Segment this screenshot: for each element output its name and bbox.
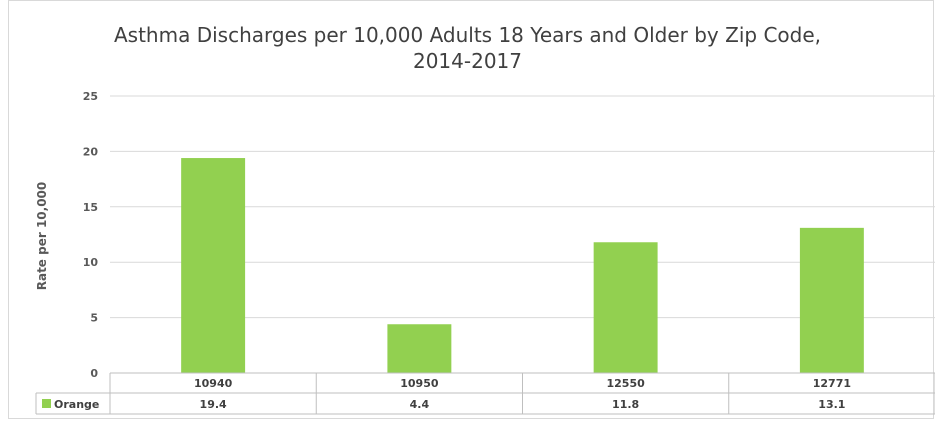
chart-title: Asthma Discharges per 10,000 Adults 18 Y… <box>0 22 935 74</box>
bars <box>181 158 864 373</box>
y-tick-label: 5 <box>90 312 98 325</box>
y-tick-label: 20 <box>83 145 99 158</box>
x-tick-label: 12550 <box>606 377 645 390</box>
chart-title-line-2: 2014-2017 <box>412 49 522 73</box>
data-table-value: 11.8 <box>612 398 639 411</box>
chart-title-line-1: Asthma Discharges per 10,000 Adults 18 Y… <box>113 23 821 47</box>
y-tick-label: 0 <box>90 367 98 380</box>
data-table: 10940 19.4 10950 4.4 12550 11.8 12771 13.1 Orang… <box>35 372 935 415</box>
bar <box>593 242 658 373</box>
bar <box>181 158 246 373</box>
x-tick-label: 10940 <box>194 377 233 390</box>
data-table-value: 13.1 <box>818 398 845 411</box>
bar <box>387 324 452 373</box>
data-table-value: 4.4 <box>410 398 430 411</box>
y-tick-label: 25 <box>83 90 98 103</box>
y-axis-label: Rate per 10,000 <box>35 182 49 291</box>
bar <box>799 227 864 373</box>
y-axis-ticks: 0 5 10 15 20 25 <box>83 90 99 380</box>
data-table-value: 19.4 <box>200 398 227 411</box>
y-tick-label: 10 <box>83 256 99 269</box>
y-tick-label: 15 <box>83 201 98 214</box>
legend-swatch <box>42 399 51 408</box>
x-tick-label: 12771 <box>813 377 851 390</box>
chart-frame <box>8 0 934 419</box>
data-table-row-label: Orange <box>54 398 99 411</box>
x-tick-label: 10950 <box>400 377 439 390</box>
